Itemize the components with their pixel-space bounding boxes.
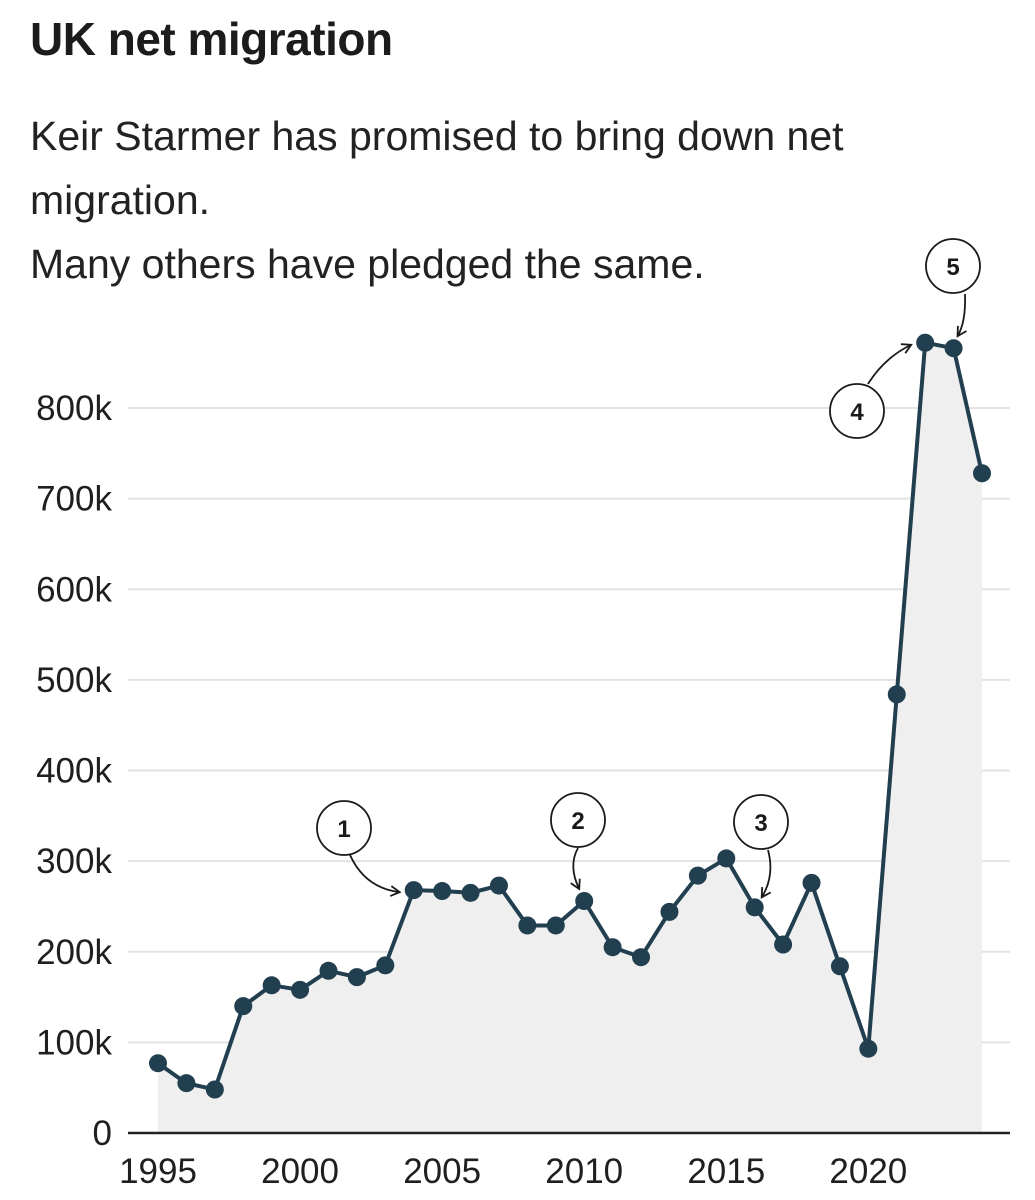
x-tick-label: 2020 (829, 1152, 907, 1191)
annotation-bubble (316, 800, 372, 856)
x-tick-label: 1995 (119, 1152, 197, 1191)
data-point (461, 883, 480, 902)
data-point (603, 938, 622, 957)
data-point (376, 956, 395, 975)
data-point (404, 881, 423, 900)
data-point (717, 849, 736, 868)
data-point (489, 876, 508, 895)
annotation-bubble (550, 792, 606, 848)
data-point (973, 464, 991, 483)
x-tick-label: 2005 (403, 1152, 481, 1191)
y-tick-label: 300k (36, 842, 112, 881)
annotation-label: 3 (754, 810, 767, 837)
annotation-bubble (829, 383, 885, 439)
annotation-arrow (956, 293, 967, 338)
y-tick-label: 600k (36, 570, 112, 609)
data-point (319, 961, 338, 980)
x-tick-label: 2015 (687, 1152, 765, 1191)
chart-subtitle: Keir Starmer has promised to bring down … (30, 104, 844, 296)
x-tick-label: 2010 (545, 1152, 623, 1191)
annotation-bubble (925, 238, 981, 294)
y-tick-label: 200k (36, 933, 112, 972)
axes: 0 100k 200k 300k 400k 500k 600k 700k 800k 1995 200… (36, 389, 1010, 1191)
y-tick-label: 800k (36, 389, 112, 428)
annotation-arrow (760, 849, 772, 899)
data-point (177, 1074, 196, 1093)
subtitle-line: migration. (30, 177, 211, 223)
annotation-label: 4 (850, 399, 864, 426)
subtitle-line: Keir Starmer has promised to bring down … (30, 113, 844, 159)
data-point (745, 898, 764, 917)
data-point (774, 935, 793, 954)
data-point (347, 968, 366, 987)
data-point (830, 957, 849, 976)
annotation-arrow (867, 343, 913, 385)
annotation-arrow (349, 854, 402, 897)
annotation-bubble (733, 794, 789, 850)
annotation-label: 2 (571, 808, 584, 835)
y-tick-label: 400k (36, 752, 112, 791)
data-point (916, 333, 935, 352)
data-point (802, 873, 821, 892)
subtitle-line: Many others have pledged the same. (30, 241, 705, 287)
data-point (262, 976, 281, 995)
data-point (205, 1080, 224, 1099)
data-point (859, 1039, 878, 1058)
x-tick-label: 2000 (261, 1152, 339, 1191)
annotation-label: 1 (337, 816, 350, 843)
annotation-label: 5 (946, 254, 959, 281)
y-tick-label: 100k (36, 1023, 112, 1062)
data-point (944, 339, 963, 358)
data-point (632, 948, 651, 967)
data-point (660, 902, 679, 921)
annotation-arrow (570, 847, 581, 891)
data-point (149, 1054, 167, 1073)
data-points (149, 333, 991, 1099)
y-tick-label: 700k (36, 480, 112, 519)
data-point (546, 916, 565, 935)
annotations: 1 2 3 4 5 (316, 238, 981, 899)
y-tick-label: 500k (36, 661, 112, 700)
data-point (688, 866, 707, 885)
data-point (575, 892, 594, 910)
data-point (887, 685, 906, 704)
data-point (433, 882, 452, 901)
data-point (518, 916, 537, 935)
chart-title: UK net migration (30, 13, 393, 65)
data-point (291, 980, 310, 999)
y-tick-label: 0 (93, 1114, 112, 1153)
data-point (234, 997, 253, 1016)
